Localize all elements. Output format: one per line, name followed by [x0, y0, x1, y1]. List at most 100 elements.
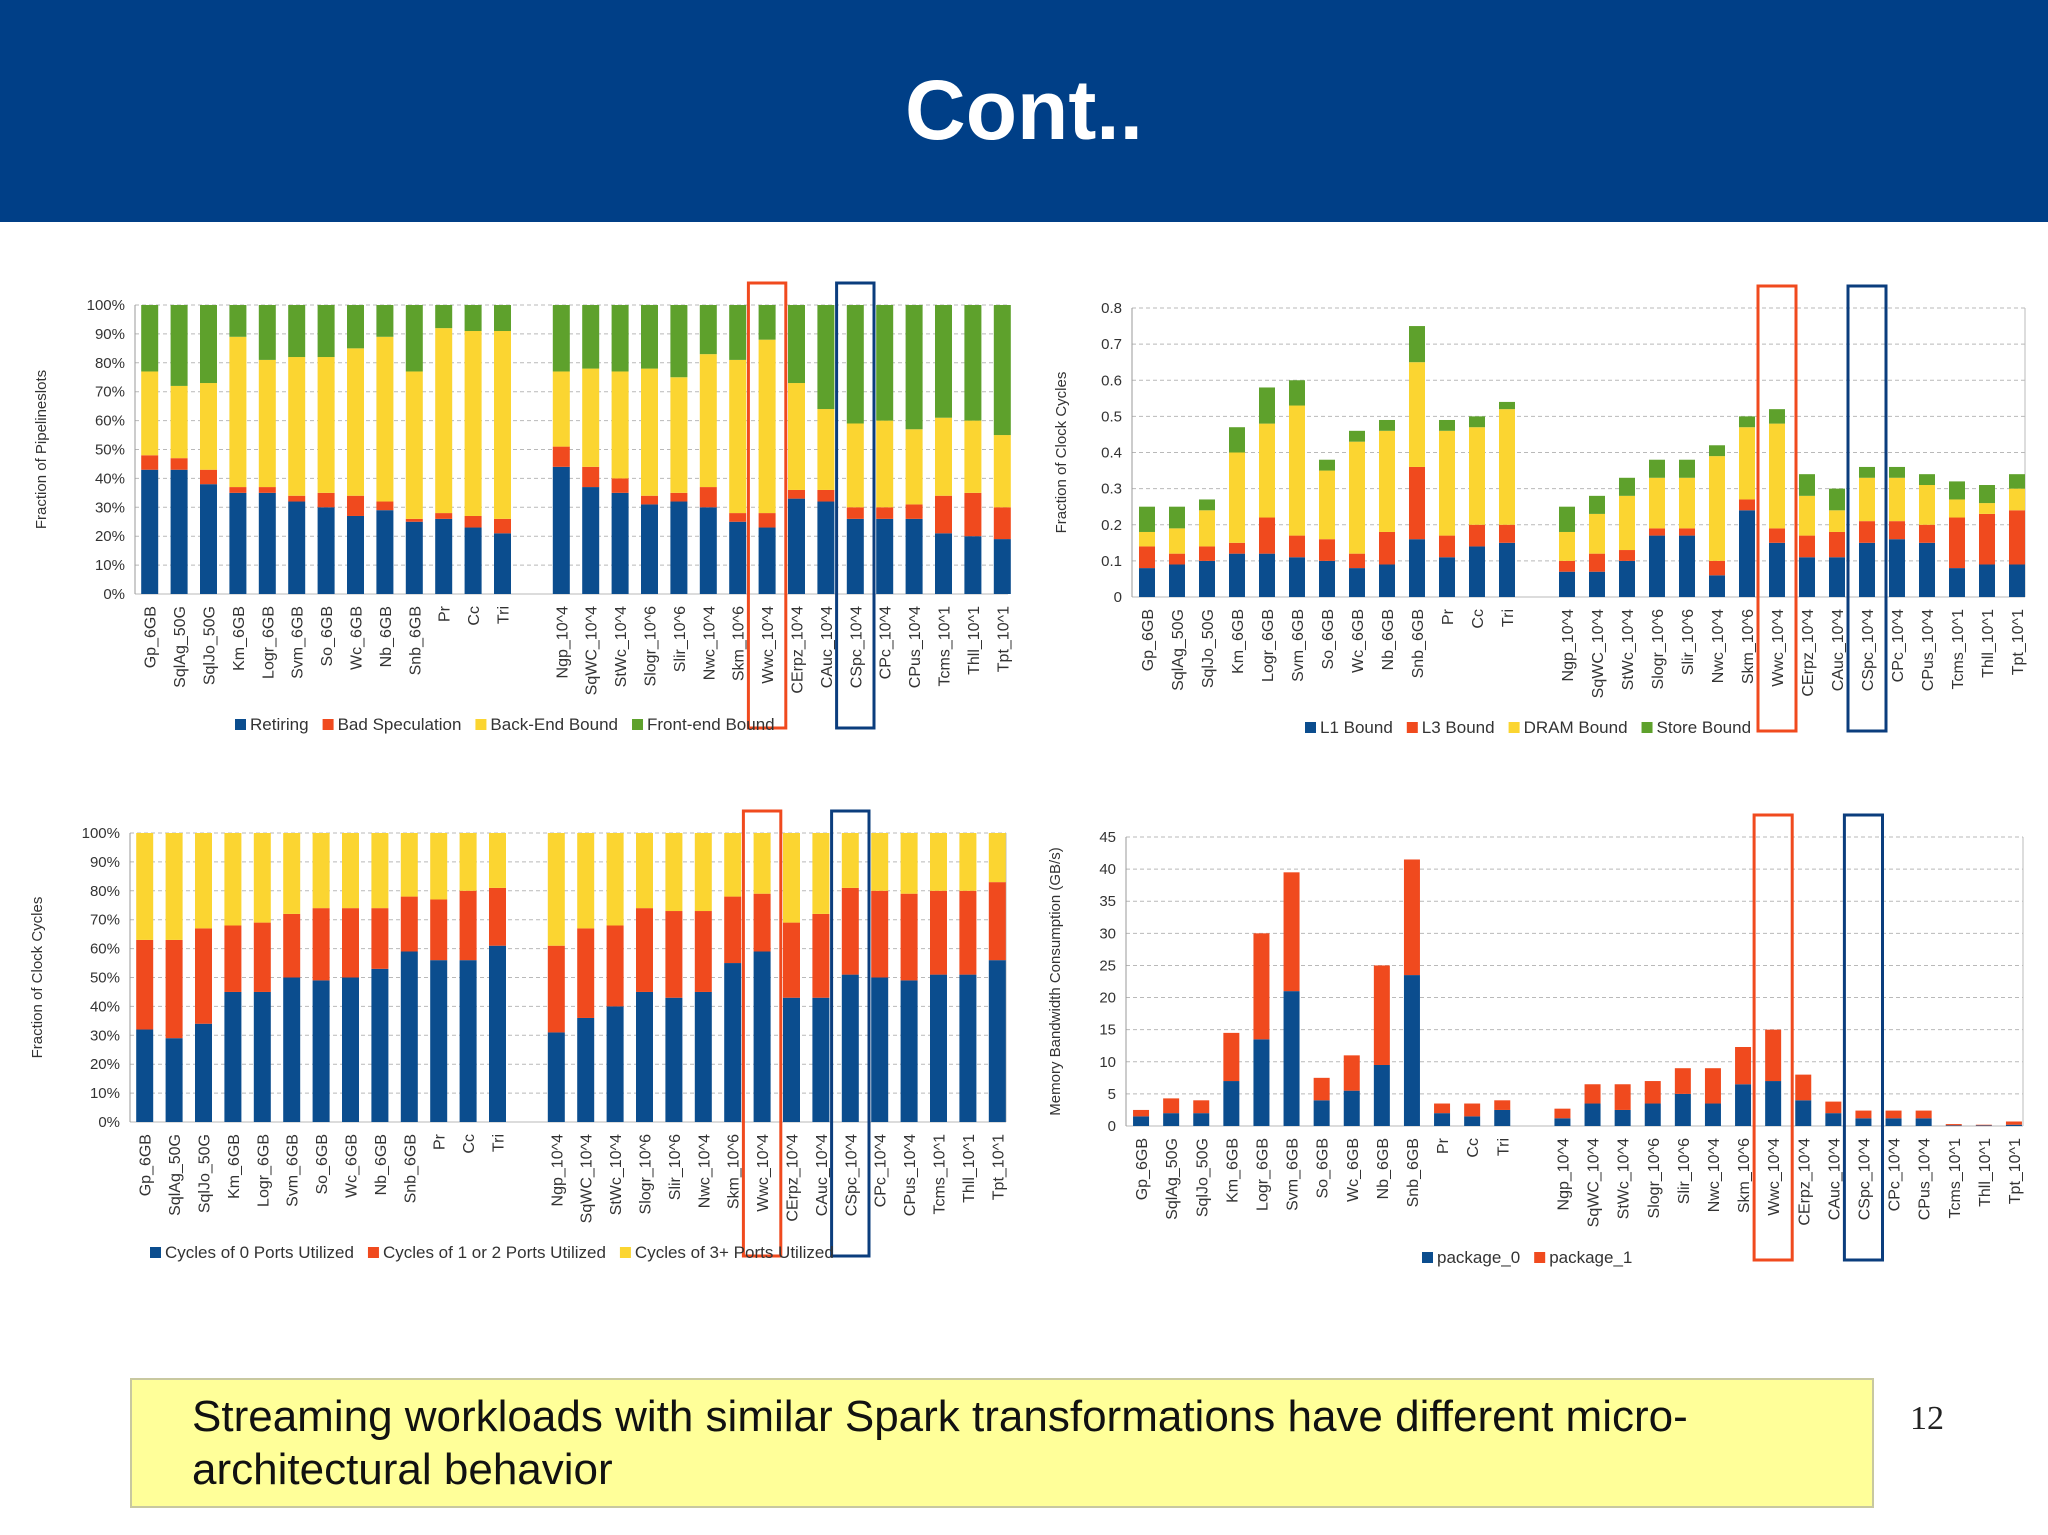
bar-segment	[1584, 1084, 1601, 1104]
bar-segment	[400, 896, 418, 952]
category-label: CAuc_10^4	[814, 1134, 831, 1216]
bar-segment	[1169, 506, 1185, 529]
bar-segment	[2009, 488, 2025, 511]
highlight-box	[1842, 813, 1885, 1262]
bar-segment	[2009, 564, 2025, 597]
legend-label: Front-end Bound	[647, 715, 775, 734]
bar-segment	[1709, 456, 1725, 561]
bar-segment	[1139, 568, 1155, 597]
bar-segment	[1589, 495, 1605, 514]
category-label: Svm_6GB	[290, 606, 307, 679]
bar-segment	[347, 348, 364, 496]
bar-segment	[1919, 542, 1935, 597]
bar-segment	[1889, 477, 1905, 522]
bar-segment	[1464, 1116, 1481, 1126]
bar-segment	[165, 939, 183, 1039]
y-axis-label: Fraction of Clock Cycles	[29, 897, 46, 1059]
bar-segment	[1319, 560, 1335, 597]
bar-segment	[1919, 524, 1935, 543]
category-label: CAuc_10^4	[1830, 609, 1847, 691]
highlight-box	[1752, 813, 1794, 1262]
legend-swatch	[1406, 722, 1418, 733]
y-tick-label: 0.6	[1101, 372, 1122, 389]
category-label: Slogr_10^6	[1650, 609, 1667, 690]
category-label: So_6GB	[319, 606, 336, 666]
bar-segment	[846, 305, 864, 424]
bar-segment	[905, 504, 923, 519]
bar-segment	[670, 377, 688, 493]
category-label: Tcms_10^1	[1947, 1138, 1964, 1219]
y-tick-label: 10%	[90, 1085, 120, 1102]
bar-segment	[464, 305, 482, 332]
category-label: Ngp_10^4	[1555, 1138, 1572, 1211]
legend-swatch	[150, 1247, 161, 1258]
bar-segment	[552, 371, 570, 447]
bar-segment	[1709, 560, 1725, 576]
y-axis-label: Fraction of Clock Cycles	[1053, 372, 1070, 534]
bar-segment	[665, 997, 683, 1122]
bar-segment	[312, 980, 330, 1122]
y-tick-label: 0.5	[1101, 408, 1122, 425]
category-label: Wwc_10^4	[1770, 609, 1787, 687]
y-tick-label: 60%	[90, 941, 120, 958]
bar-segment	[141, 305, 159, 372]
category-label: Snb_6GB	[1405, 1138, 1422, 1207]
bar-segment	[905, 518, 923, 594]
bar-segment	[905, 305, 923, 430]
bar-segment	[1253, 1039, 1270, 1126]
bar-segment	[405, 371, 423, 519]
bar-segment	[1859, 542, 1875, 597]
bar-segment	[694, 833, 712, 912]
bar-segment	[1283, 872, 1300, 992]
bar-segment	[611, 371, 629, 479]
bar-segment	[1223, 1081, 1240, 1126]
legend-label: DRAM Bound	[1524, 718, 1628, 737]
bar-segment	[1229, 452, 1245, 543]
legend-label: package_1	[1549, 1248, 1632, 1267]
bar-segment	[1229, 553, 1245, 597]
note-box: Streaming workloads with similar Spark t…	[130, 1378, 1874, 1508]
bar-segment	[1709, 445, 1725, 457]
bar-segment	[582, 487, 600, 594]
category-label: Thll_10^1	[1980, 609, 1997, 678]
bar-segment	[464, 527, 482, 594]
bar-segment	[1704, 1103, 1721, 1126]
bar-segment	[1559, 571, 1575, 597]
bar-segment	[371, 833, 389, 909]
bar-segment	[1739, 416, 1755, 428]
y-tick-label: 90%	[95, 326, 125, 343]
category-label: Wc_6GB	[344, 1134, 361, 1198]
bar-segment	[1259, 423, 1275, 518]
y-tick-label: 0	[1114, 589, 1122, 606]
bar-segment	[1979, 485, 1995, 504]
y-tick-label: 10	[1099, 1054, 1116, 1071]
bar-segment	[1559, 506, 1575, 532]
legend-label: Back-End Bound	[490, 715, 618, 734]
bar-segment	[195, 833, 212, 929]
bar-segment	[1499, 409, 1515, 525]
bar-segment	[229, 492, 247, 594]
y-tick-label: 0.3	[1101, 481, 1122, 498]
bar-segment	[1859, 521, 1875, 543]
category-label: Km_6GB	[1224, 1138, 1241, 1203]
category-label: CSpc_10^4	[1856, 1138, 1873, 1220]
bar-segment	[1829, 488, 1845, 511]
bar-segment	[547, 1032, 565, 1122]
bar-segment	[1889, 466, 1905, 478]
category-label: CPc_10^4	[1890, 609, 1907, 682]
category-label: Nwc_10^4	[1710, 609, 1727, 683]
bar-segment	[2009, 474, 2025, 489]
category-label: Slogr_10^6	[1646, 1138, 1663, 1219]
bar-segment	[964, 492, 982, 537]
bar-segment	[253, 922, 271, 992]
bar-segment	[1409, 362, 1425, 467]
legend-swatch	[1508, 722, 1520, 733]
bar-segment	[993, 539, 1011, 594]
y-tick-label: 0.4	[1101, 445, 1122, 462]
category-label: Pr	[1435, 1137, 1452, 1154]
bar-segment	[1259, 517, 1275, 554]
bar-segment	[1589, 553, 1605, 572]
bar-segment	[1829, 531, 1845, 558]
legend-swatch	[1422, 1252, 1433, 1263]
